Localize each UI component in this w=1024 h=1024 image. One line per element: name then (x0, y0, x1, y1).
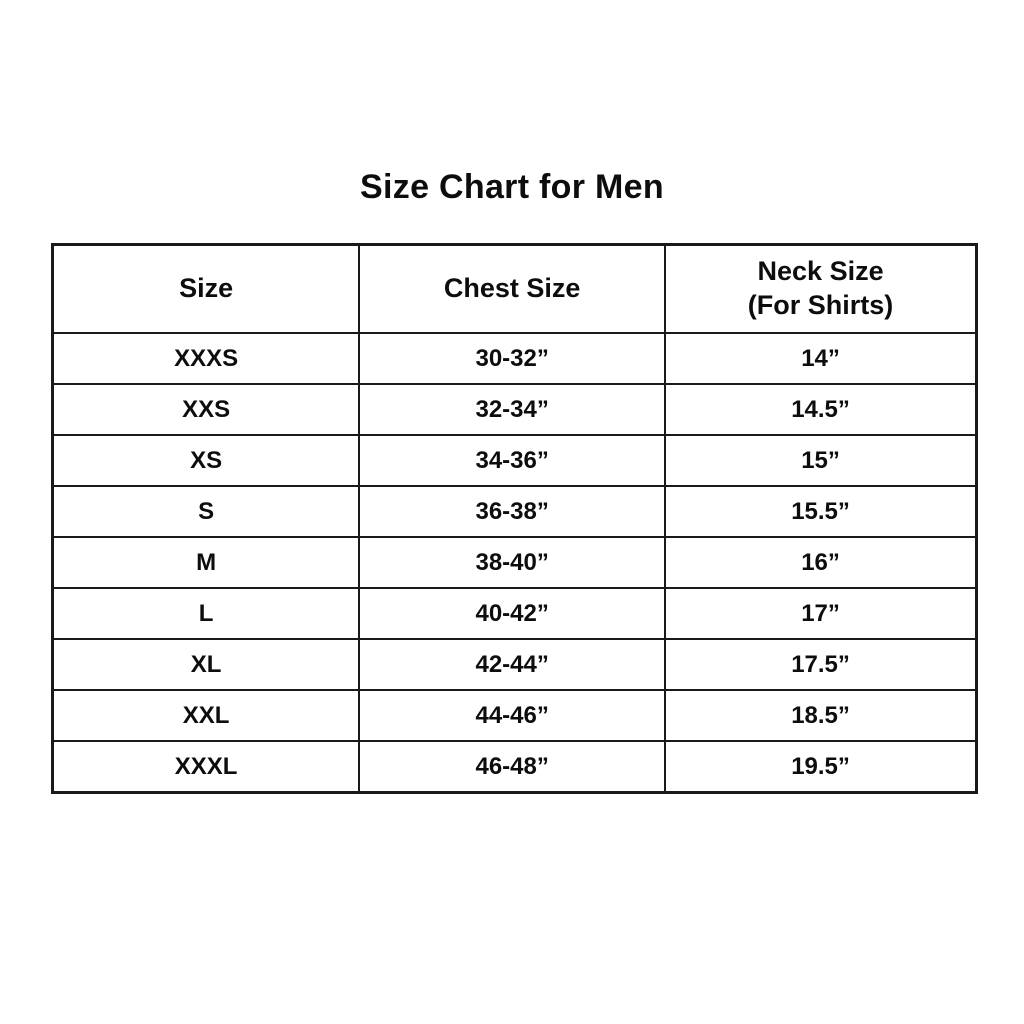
table-row: XL 42-44” 17.5” (51, 638, 978, 691)
neck-cell: 16” (664, 536, 978, 589)
size-cell: XXXS (51, 332, 361, 385)
chest-cell: 36-38” (358, 485, 667, 538)
size-cell: M (51, 536, 361, 589)
chest-cell: 34-36” (358, 434, 667, 487)
neck-cell: 15” (664, 434, 978, 487)
table-row: M 38-40” 16” (51, 536, 978, 589)
column-header-size-label: Size (179, 273, 234, 304)
size-cell: S (51, 485, 361, 538)
chest-cell: 30-32” (358, 332, 667, 385)
neck-cell: 17” (664, 587, 978, 640)
chest-cell: 46-48” (358, 740, 667, 794)
table-row: XXL 44-46” 18.5” (51, 689, 978, 742)
size-chart-table: Size Chest Size Neck Size (For Shirts) X… (51, 243, 978, 794)
neck-cell: 18.5” (664, 689, 978, 742)
size-cell: XL (51, 638, 361, 691)
chest-cell: 40-42” (358, 587, 667, 640)
chest-cell: 32-34” (358, 383, 667, 436)
table-row: XS 34-36” 15” (51, 434, 978, 487)
neck-cell: 17.5” (664, 638, 978, 691)
column-header-neck-size: Neck Size (For Shirts) (664, 243, 978, 334)
table-row: S 36-38” 15.5” (51, 485, 978, 538)
size-cell: L (51, 587, 361, 640)
size-cell: XXS (51, 383, 361, 436)
neck-cell: 19.5” (664, 740, 978, 794)
column-header-neck-size-sublabel: (For Shirts) (747, 290, 894, 320)
chest-cell: 42-44” (358, 638, 667, 691)
neck-cell: 14” (664, 332, 978, 385)
size-cell: XS (51, 434, 361, 487)
table-row: XXS 32-34” 14.5” (51, 383, 978, 436)
neck-cell: 14.5” (664, 383, 978, 436)
column-header-neck-size-label: Neck Size (757, 256, 884, 287)
column-header-chest-size: Chest Size (358, 243, 667, 334)
table-row: L 40-42” 17” (51, 587, 978, 640)
chest-cell: 38-40” (358, 536, 667, 589)
table-row: XXXL 46-48” 19.5” (51, 740, 978, 794)
chest-cell: 44-46” (358, 689, 667, 742)
table-row: XXXS 30-32” 14” (51, 332, 978, 385)
size-cell: XXXL (51, 740, 361, 794)
header-row: Size Chest Size Neck Size (For Shirts) (51, 243, 978, 334)
neck-cell: 15.5” (664, 485, 978, 538)
column-header-chest-size-label: Chest Size (443, 273, 581, 304)
page-title: Size Chart for Men (360, 168, 664, 206)
column-header-size: Size (51, 243, 361, 334)
size-cell: XXL (51, 689, 361, 742)
